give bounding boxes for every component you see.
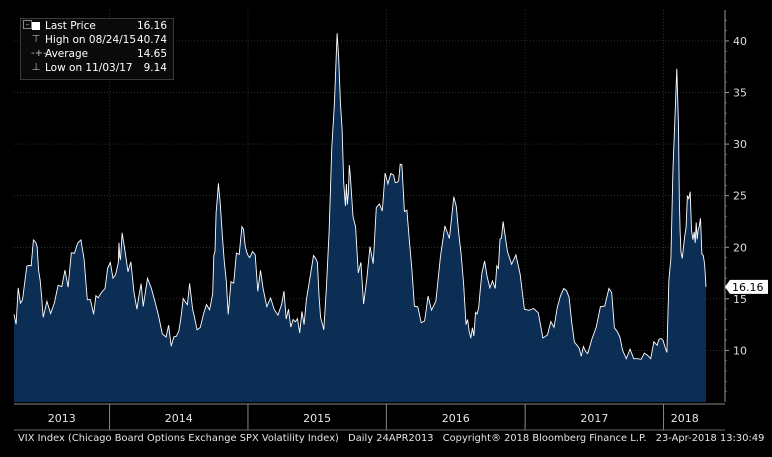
x-tick-label: 2015	[303, 412, 331, 425]
legend-low: ⊥ Low on 11/03/17 9.14	[21, 61, 173, 75]
y-tick-label: 10	[733, 344, 747, 357]
legend-high-value: 40.74	[136, 34, 167, 46]
low-marker-icon: ⊥	[31, 62, 41, 73]
y-tick-label: 20	[733, 241, 747, 254]
x-tick-label: 2016	[442, 412, 470, 425]
y-tick-label: 40	[733, 35, 747, 48]
legend-average-value: 14.65	[136, 48, 167, 60]
y-tick-label: 30	[733, 138, 747, 151]
legend-high-label: High on 08/24/15	[45, 34, 137, 46]
y-tick-label: 25	[733, 190, 747, 203]
last-price-badge-label: 16.16	[732, 281, 764, 294]
security-name: VIX Index (Chicago Board Options Exchang…	[18, 433, 339, 444]
copyright: Copyright® 2018 Bloomberg Finance L.P.	[442, 433, 647, 444]
last-price-swatch-icon	[32, 22, 40, 30]
high-marker-icon: ⊤	[31, 34, 41, 45]
y-tick-label: 15	[733, 293, 747, 306]
legend-average-label: Average	[45, 48, 89, 60]
x-axis: 2013 2014 2015 2016 2017 2018	[14, 403, 725, 431]
price-line	[13, 33, 707, 360]
average-marker-icon: -+-	[31, 48, 47, 59]
collapse-icon[interactable]: –	[23, 20, 32, 29]
price-area	[14, 33, 706, 403]
legend-low-value: 9.14	[143, 62, 167, 74]
legend-last-value: 16.16	[136, 20, 167, 32]
legend-low-label: Low on 11/03/17	[45, 62, 133, 74]
x-tick-label: 2018	[671, 412, 699, 425]
legend-high: ⊤ High on 08/24/15 40.74	[21, 33, 173, 47]
chart-footer: VIX Index (Chicago Board Options Exchang…	[18, 433, 770, 444]
timestamp: 23-Apr-2018 13:30:49	[655, 433, 765, 444]
x-tick-label: 2017	[580, 412, 608, 425]
last-price-marker: 16.16	[725, 279, 768, 294]
legend: – Last Price 16.16 ⊤ High on 08/24/15 40…	[20, 18, 174, 80]
legend-last-price: Last Price 16.16	[21, 19, 173, 33]
x-tick-label: 2014	[165, 412, 193, 425]
period-info: Daily 24APR2013	[348, 433, 434, 444]
legend-last-label: Last Price	[45, 20, 96, 32]
y-axis: 10 15 20 25 30 35 40	[724, 10, 747, 402]
y-tick-label: 35	[733, 87, 747, 100]
legend-average: -+- Average 14.65	[21, 47, 173, 61]
x-tick-label: 2013	[48, 412, 76, 425]
last-price-badge	[725, 279, 768, 294]
